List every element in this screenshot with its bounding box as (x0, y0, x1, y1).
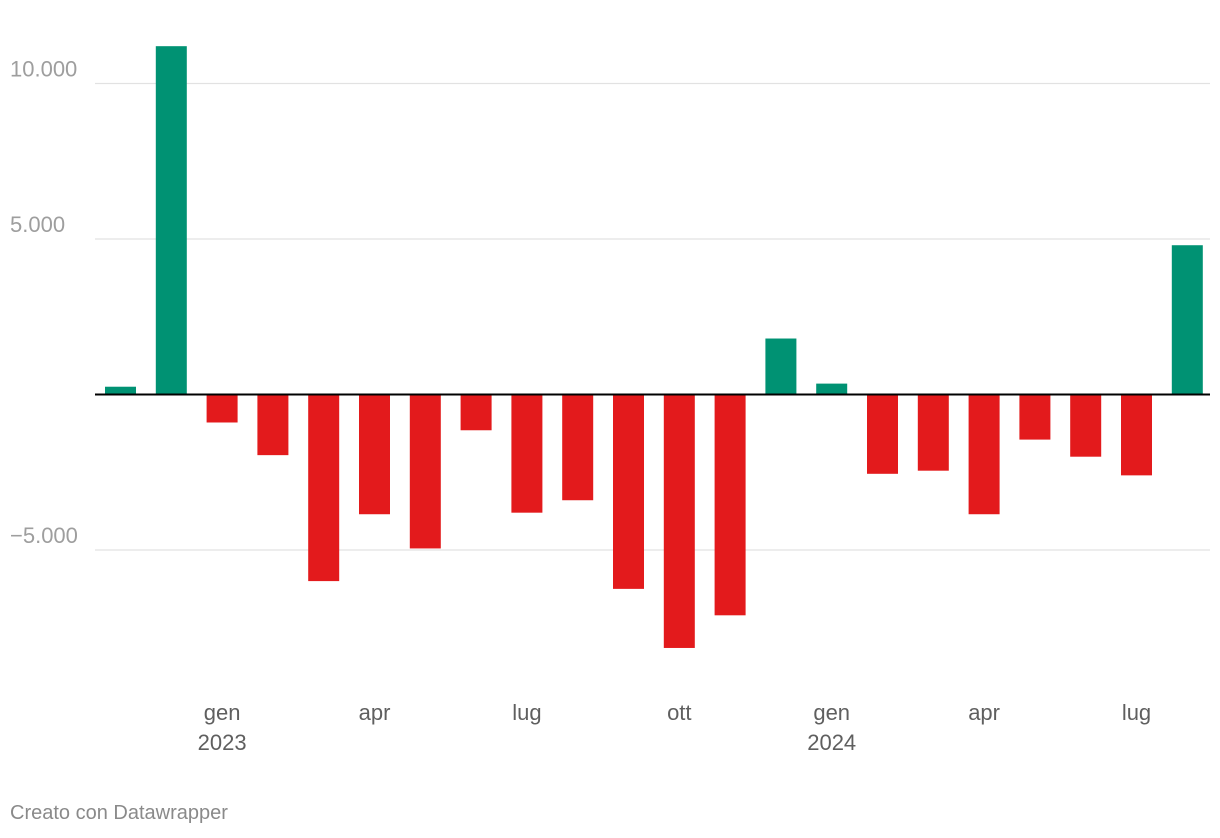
x-tick-year-label: 2024 (807, 730, 856, 755)
bar: mar 2023: -6000 (308, 394, 340, 582)
bar: lug 2023: -3800 (511, 394, 543, 513)
bar: giu 2023: -1150 (460, 394, 492, 431)
y-tick-label: −5.000 (10, 523, 78, 548)
bar: set 2023: -6250 (613, 394, 644, 589)
bar: nov 2022: 250 (105, 386, 136, 395)
bar: mar 2024: -2450 (917, 394, 949, 471)
bar: ott 2023: -8150 (663, 394, 695, 648)
bar: apr 2024: -3850 (968, 394, 1000, 515)
y-tick-label: 10.000 (10, 57, 77, 82)
bars: nov 2022: 250 dic 2022: 11200 gen 2023: -9… (105, 46, 1203, 648)
bar: giu 2024: -2000 (1070, 394, 1102, 457)
x-tick-year-label: 2023 (198, 730, 247, 755)
x-tick-label: lug (512, 700, 541, 725)
y-axis: 10.000 5.000 −5.000 (10, 57, 78, 549)
gridlines (95, 82, 1210, 551)
x-axis: gen 2023 apr lug ott gen 2024 apr lug (198, 700, 1152, 755)
x-tick-label: lug (1122, 700, 1151, 725)
bar: gen 2023: -900 (206, 394, 238, 423)
x-tick-label: gen (813, 700, 850, 725)
bar: dic 2022: 11200 (155, 46, 187, 395)
bar: dic 2023: 1800 (765, 338, 797, 395)
bar: mag 2023: -4950 (409, 394, 441, 549)
bar: mag 2024: -1450 (1019, 394, 1051, 440)
bar: feb 2024: -2550 (867, 394, 898, 474)
bar: ago 2023: -3400 (562, 394, 594, 501)
credit-text: Creato con Datawrapper (10, 802, 228, 824)
x-tick-label: apr (359, 700, 391, 725)
bar: ago 2024: 4800 (1171, 245, 1203, 395)
bar: nov 2023: -7100 (714, 394, 746, 616)
bar: gen 2024: 350 (816, 383, 848, 395)
bar: lug 2024: -2600 (1121, 394, 1152, 476)
x-tick-label: ott (667, 700, 691, 725)
bar: feb 2023: -1950 (257, 394, 289, 456)
y-tick-label: 5.000 (10, 212, 65, 237)
x-tick-label: gen (204, 700, 241, 725)
x-tick-label: apr (968, 700, 1000, 725)
bar: apr 2023: -3850 (359, 394, 390, 515)
